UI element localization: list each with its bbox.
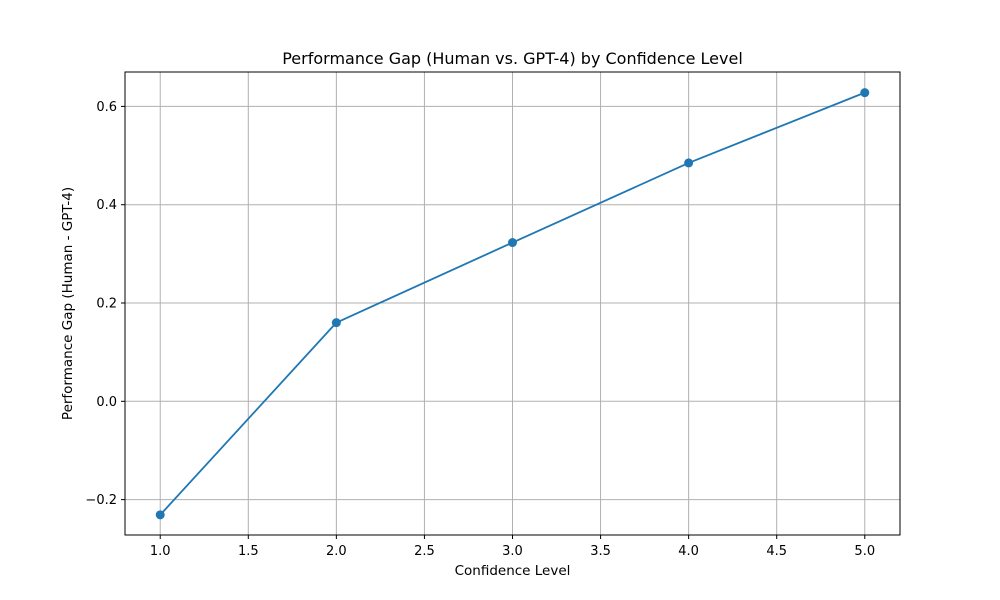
data-point [155,510,165,520]
x-tick-label: 2.0 [326,544,347,559]
x-axis-label: Confidence Level [455,563,571,579]
x-tick-label: 1.0 [150,544,171,559]
y-tick-label: 0.4 [96,198,117,213]
grid-lines [125,72,900,535]
x-tick-label: 4.5 [766,544,787,559]
chart-title: Performance Gap (Human vs. GPT-4) by Con… [282,49,743,68]
data-point [508,238,517,248]
y-tick-label: 0.0 [96,395,117,410]
y-tick-label: 0.2 [96,297,117,312]
axis-ticks: 1.0 1.5 2.0 2.5 3.0 3.5 4.0 4.5 5.0 −0.2 0.0 0.2 0.4… [85,100,875,559]
x-tick-label: 1.5 [238,544,259,559]
data-point [331,318,341,328]
data-point [684,158,694,168]
y-axis-label: Performance Gap (Human - GPT-4) [60,187,76,420]
series-layer [155,88,870,520]
x-tick-label: 4.0 [678,544,699,559]
x-tick-label: 2.5 [414,544,435,559]
y-tick-label: 0.6 [96,100,117,115]
x-tick-label: 3.5 [590,544,611,559]
x-tick-label: 3.0 [502,544,523,559]
data-point [860,88,870,98]
y-tick-label: −0.2 [85,493,117,508]
x-tick-label: 5.0 [854,544,875,559]
